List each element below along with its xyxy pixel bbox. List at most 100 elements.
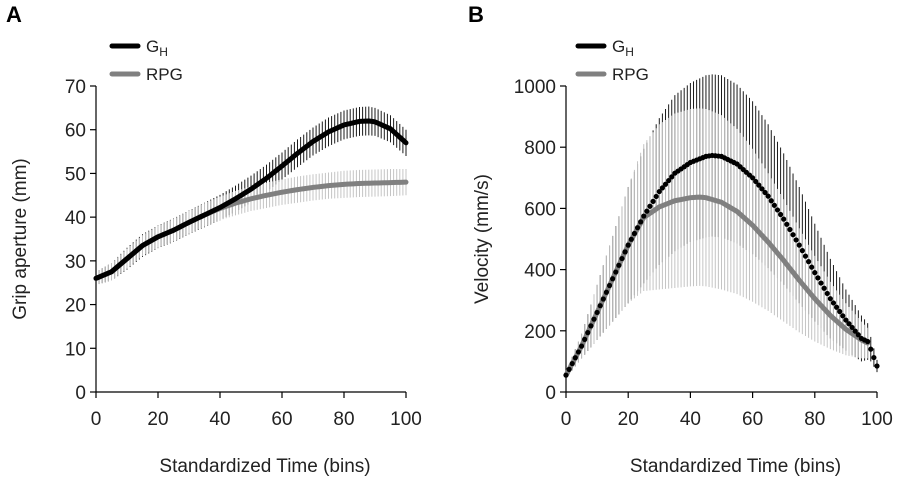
y-tick-label: 30	[65, 252, 86, 273]
data-point	[638, 219, 644, 225]
data-point	[585, 330, 591, 336]
data-point	[799, 248, 805, 254]
data-point	[594, 309, 600, 316]
y-axis-title: Grip aperture (mm)	[10, 158, 31, 320]
chart-panel-a: A 0 10 20 30 40 50 60 70 0 20 40 60 80 100 Standardized…	[6, 2, 422, 477]
error-bars-rpg	[565, 108, 869, 379]
data-point	[647, 203, 653, 209]
data-point	[613, 269, 619, 275]
data-point	[824, 290, 830, 297]
data-point	[865, 338, 871, 345]
data-point	[846, 321, 852, 327]
data-point	[588, 323, 594, 329]
y-tick-label: 60	[65, 121, 86, 142]
x-tick-label: 0	[561, 409, 572, 430]
legend-label-subscript: H	[625, 45, 634, 59]
data-point	[572, 355, 578, 361]
data-point	[852, 328, 858, 334]
data-point	[641, 213, 647, 219]
data-point	[830, 300, 837, 306]
x-axis-title: Standardized Time (bins)	[159, 456, 370, 477]
data-point	[578, 343, 585, 349]
data-point	[628, 236, 634, 242]
data-point	[871, 354, 877, 361]
y-tick-label: 10	[65, 339, 86, 360]
data-point	[762, 189, 768, 196]
data-point	[793, 237, 799, 243]
panel-label: A	[6, 2, 22, 27]
data-point	[849, 324, 855, 331]
legend-label-gh: GH	[146, 37, 168, 59]
y-tick-label: 0	[545, 383, 556, 404]
data-point	[756, 182, 762, 188]
data-point	[610, 276, 616, 282]
y-tick-label: 200	[524, 322, 556, 343]
data-point	[787, 226, 793, 233]
data-point	[821, 285, 827, 291]
data-point	[753, 178, 759, 185]
data-point	[606, 282, 613, 289]
data-point	[802, 253, 809, 259]
data-point	[768, 198, 774, 204]
data-point	[840, 313, 846, 319]
data-point	[625, 242, 631, 248]
y-axis-title: Velocity (mm/s)	[472, 174, 493, 304]
data-point	[653, 193, 659, 200]
data-point	[619, 255, 625, 262]
data-point	[805, 259, 812, 265]
y-tick-label: 1000	[514, 77, 556, 98]
data-point	[843, 317, 849, 323]
legend: GH RPG	[575, 37, 649, 84]
data-point	[812, 270, 818, 276]
legend-label-rpg: RPG	[146, 65, 183, 84]
data-point	[790, 232, 796, 238]
series-line-gh	[93, 118, 409, 281]
y-tick-label: 40	[65, 208, 86, 229]
x-tick-label: 80	[333, 409, 354, 430]
y-tick-label: 20	[65, 296, 86, 317]
data-point	[563, 372, 569, 378]
data-point	[566, 366, 572, 372]
data-point	[774, 207, 781, 213]
x-tick-label: 100	[861, 409, 893, 430]
x-tick-label: 40	[680, 409, 701, 430]
x-axis-title: Standardized Time (bins)	[630, 456, 841, 477]
x-tick-label: 20	[147, 409, 168, 430]
data-point	[582, 336, 588, 342]
data-point	[600, 296, 606, 302]
data-point	[616, 262, 622, 268]
data-point	[855, 332, 861, 338]
data-point	[874, 363, 880, 369]
x-tick-label: 40	[209, 409, 230, 430]
data-point	[656, 188, 662, 195]
y-tick-label: 70	[65, 77, 86, 98]
x-tick-label: 0	[91, 409, 102, 430]
x-tick-label: 60	[271, 409, 292, 430]
y-tick-label: 400	[524, 261, 556, 282]
data-point	[659, 185, 666, 191]
data-point	[666, 177, 672, 184]
data-point	[669, 174, 675, 180]
data-point	[759, 186, 765, 192]
series-dots-gh	[563, 152, 880, 378]
data-point	[771, 202, 777, 208]
data-point	[837, 308, 843, 315]
chart-panel-b: B 0 200 400 600 800 1000 0 20 40 60 80 100 Standardiz…	[468, 2, 893, 477]
data-point	[809, 264, 815, 270]
x-tick-label: 80	[804, 409, 825, 430]
x-tick-label: 100	[390, 409, 422, 430]
y-tick-label: 50	[65, 164, 86, 185]
data-point	[631, 230, 638, 237]
y-tick-label: 600	[524, 199, 556, 220]
data-point	[650, 198, 656, 204]
data-point	[818, 280, 824, 286]
data-point	[644, 208, 650, 214]
legend-label-rpg: RPG	[612, 65, 649, 84]
data-point	[575, 349, 582, 355]
data-point	[597, 303, 603, 309]
data-point	[591, 316, 597, 322]
data-point	[784, 221, 790, 227]
data-point	[765, 193, 771, 199]
data-point	[603, 289, 610, 295]
